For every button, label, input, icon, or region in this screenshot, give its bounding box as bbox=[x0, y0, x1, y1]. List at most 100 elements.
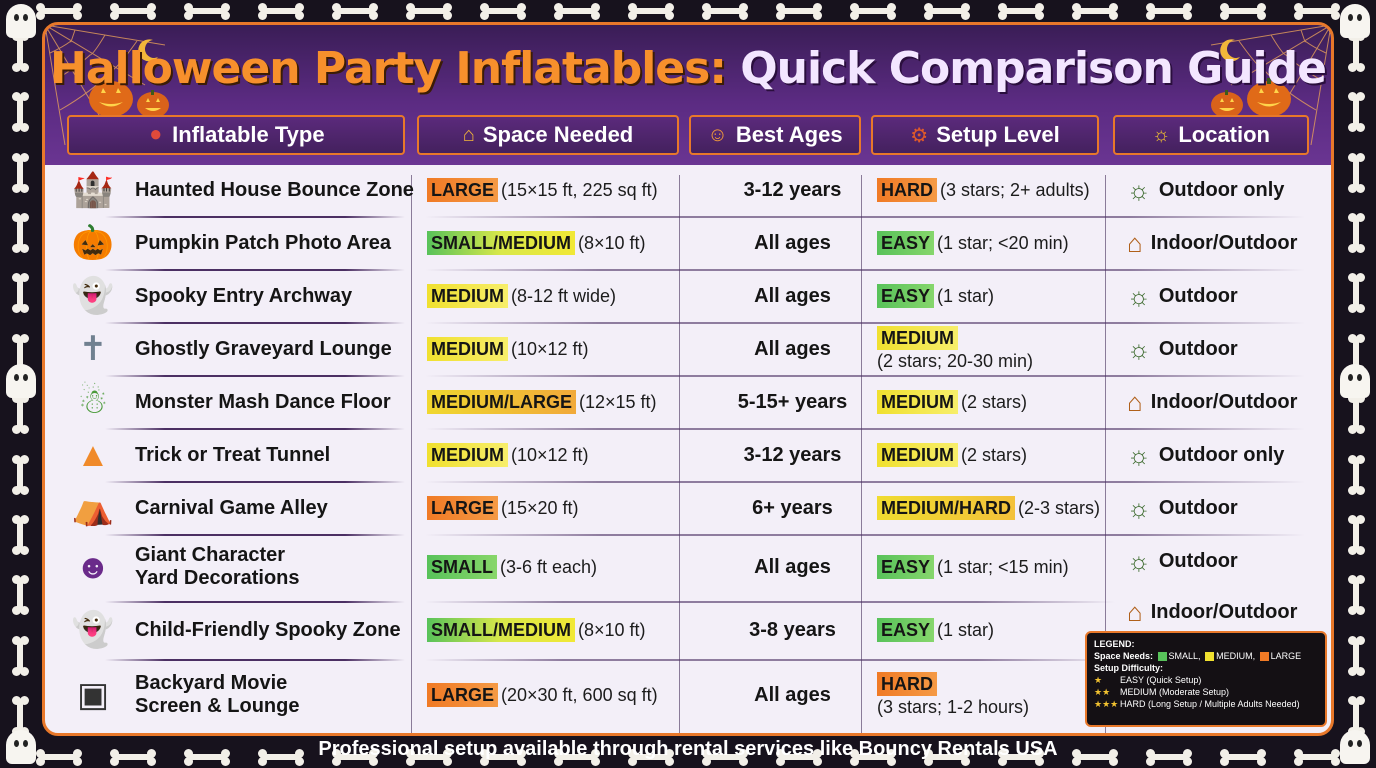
outdoor-icon: ☼ bbox=[1127, 439, 1151, 470]
carnival-icon: ⛺ bbox=[71, 489, 115, 527]
bone-icon bbox=[1348, 213, 1359, 254]
bone-icon bbox=[850, 3, 896, 14]
space-detail: (8-12 ft wide) bbox=[511, 285, 617, 306]
location: Outdoor bbox=[1158, 549, 1238, 572]
row-divider bbox=[105, 269, 405, 271]
space-tag: MEDIUM bbox=[427, 337, 508, 361]
bone-icon bbox=[702, 3, 748, 14]
table-row: ▲ Trick or Treat Tunnel MEDIUM (10×12 ft) … bbox=[65, 430, 1315, 480]
ghost-icon bbox=[6, 4, 36, 38]
legend-setup-label: Setup Difficulty: bbox=[1094, 663, 1163, 673]
bone-border-left bbox=[9, 32, 31, 736]
row-divider bbox=[425, 216, 1305, 218]
space-tag: MEDIUM/LARGE bbox=[427, 390, 576, 414]
legend-easy: EASY (Quick Setup) bbox=[1120, 675, 1202, 685]
outdoor-icon: ☼ bbox=[1127, 280, 1151, 311]
space-detail: (20×30 ft, 600 sq ft) bbox=[501, 684, 658, 705]
jack-o-lantern-icon bbox=[89, 78, 169, 118]
bone-icon bbox=[406, 749, 452, 760]
best-ages: 5-15+ years bbox=[737, 390, 848, 413]
location: Outdoor bbox=[1158, 337, 1238, 360]
title-part-2: Quick Comparison Guide bbox=[740, 43, 1327, 94]
star-icon: ★ bbox=[1094, 675, 1103, 685]
table-row: 👻 Child-Friendly Spooky Zone SMALL/MEDIUM… bbox=[65, 605, 1315, 655]
bone-icon bbox=[12, 635, 23, 676]
setup-tag: MEDIUM bbox=[877, 443, 958, 467]
setup-detail: (2 stars) bbox=[961, 444, 1028, 465]
setup-detail: (2 stars) bbox=[961, 391, 1028, 412]
column-divider bbox=[861, 175, 862, 733]
inflatable-name-line-1: Backyard Movie bbox=[135, 672, 288, 694]
candy-tunnel-icon: ▲ bbox=[76, 435, 110, 474]
row-divider bbox=[105, 322, 405, 324]
bone-icon bbox=[1348, 32, 1359, 72]
best-ages: 3-12 years bbox=[743, 443, 842, 466]
legend-medium-setup: MEDIUM (Moderate Setup) bbox=[1120, 687, 1230, 697]
legend-space-label: Space Needs: bbox=[1094, 651, 1154, 661]
setup-detail: (2 stars; 20-30 min) bbox=[877, 351, 1034, 371]
bone-icon bbox=[184, 3, 230, 14]
bone-icon bbox=[12, 273, 23, 314]
table-row: ✝ Ghostly Graveyard Lounge MEDIUM (10×12 f… bbox=[65, 324, 1315, 374]
row-divider bbox=[105, 375, 405, 377]
setup-tag: EASY bbox=[877, 618, 935, 642]
table-row: 🏰 Haunted House Bounce Zone LARGE (15×15 f… bbox=[65, 165, 1315, 215]
bone-icon bbox=[1348, 514, 1359, 555]
bone-icon bbox=[36, 749, 82, 760]
bone-icon bbox=[1348, 394, 1359, 435]
column-header-ages: ☺ Best Ages bbox=[689, 115, 861, 155]
space-tag: LARGE bbox=[427, 178, 498, 202]
small-swatch bbox=[1157, 652, 1167, 662]
inflatable-name: Trick or Treat Tunnel bbox=[135, 443, 331, 466]
inflatable-name: Pumpkin Patch Photo Area bbox=[135, 231, 391, 254]
column-header-type: ⚫ Inflatable Type bbox=[67, 115, 405, 155]
characters-icon: ☻ bbox=[75, 547, 111, 586]
toolbox-icon: ⚙ bbox=[910, 124, 929, 147]
bone-icon bbox=[12, 394, 23, 435]
table-row: ▣ Backyard Movie Screen & Lounge LARGE (20… bbox=[65, 663, 1315, 727]
space-tag: LARGE bbox=[427, 683, 498, 707]
page-title: Halloween Party Inflatables: Quick Compa… bbox=[45, 43, 1331, 94]
space-tag: MEDIUM bbox=[427, 443, 508, 467]
family-icon: ☺ bbox=[707, 123, 728, 146]
bone-icon bbox=[554, 749, 600, 760]
house-sun-icon: ☼ bbox=[1151, 123, 1171, 146]
bone-icon bbox=[1072, 749, 1118, 760]
row-divider bbox=[105, 481, 405, 483]
star-icon: ★★ bbox=[1094, 687, 1111, 697]
bone-icon bbox=[1348, 273, 1359, 314]
bone-icon bbox=[1348, 454, 1359, 495]
table-row: ☻ Giant Character Yard Decorations SMALL(… bbox=[65, 536, 1315, 598]
location: Indoor/Outdoor bbox=[1150, 600, 1298, 623]
row-divider bbox=[105, 659, 405, 661]
row-divider bbox=[425, 601, 1115, 603]
ghost-icon bbox=[6, 364, 36, 398]
bone-icon bbox=[12, 695, 23, 736]
space-tag: SMALL bbox=[427, 555, 497, 579]
bone-icon bbox=[332, 749, 378, 760]
outdoor-icon: ☼ bbox=[1127, 492, 1151, 523]
space-detail: (10×12 ft) bbox=[511, 338, 589, 359]
best-ages: All ages bbox=[754, 231, 831, 254]
setup-detail: (3 stars; 1-2 hours) bbox=[877, 697, 1030, 717]
bone-icon bbox=[1220, 749, 1266, 760]
ruler-house-icon: ⌂ bbox=[462, 123, 475, 146]
inflatable-name-line-1: Giant Character bbox=[135, 544, 286, 566]
bone-icon bbox=[36, 3, 82, 14]
space-tag: MEDIUM bbox=[427, 284, 508, 308]
bone-icon bbox=[12, 92, 23, 133]
bone-icon bbox=[924, 3, 970, 14]
bone-icon bbox=[1072, 3, 1118, 14]
space-tag: SMALL/MEDIUM bbox=[427, 231, 575, 255]
star-icon: ★★★ bbox=[1094, 699, 1119, 709]
best-ages: 6+ years bbox=[752, 496, 833, 519]
bone-icon bbox=[12, 454, 23, 495]
bone-icon bbox=[776, 3, 822, 14]
space-detail: (15×15 ft, 225 sq ft) bbox=[501, 179, 658, 200]
movie-screen-icon: ▣ bbox=[76, 676, 110, 714]
comparison-panel: Halloween Party Inflatables: Quick Compa… bbox=[42, 22, 1334, 736]
row-divider bbox=[425, 375, 1305, 377]
inflatable-name: Child-Friendly Spooky Zone bbox=[135, 618, 401, 641]
setup-detail: (3 stars; 2+ adults) bbox=[940, 179, 1090, 200]
row-divider bbox=[425, 534, 1305, 536]
